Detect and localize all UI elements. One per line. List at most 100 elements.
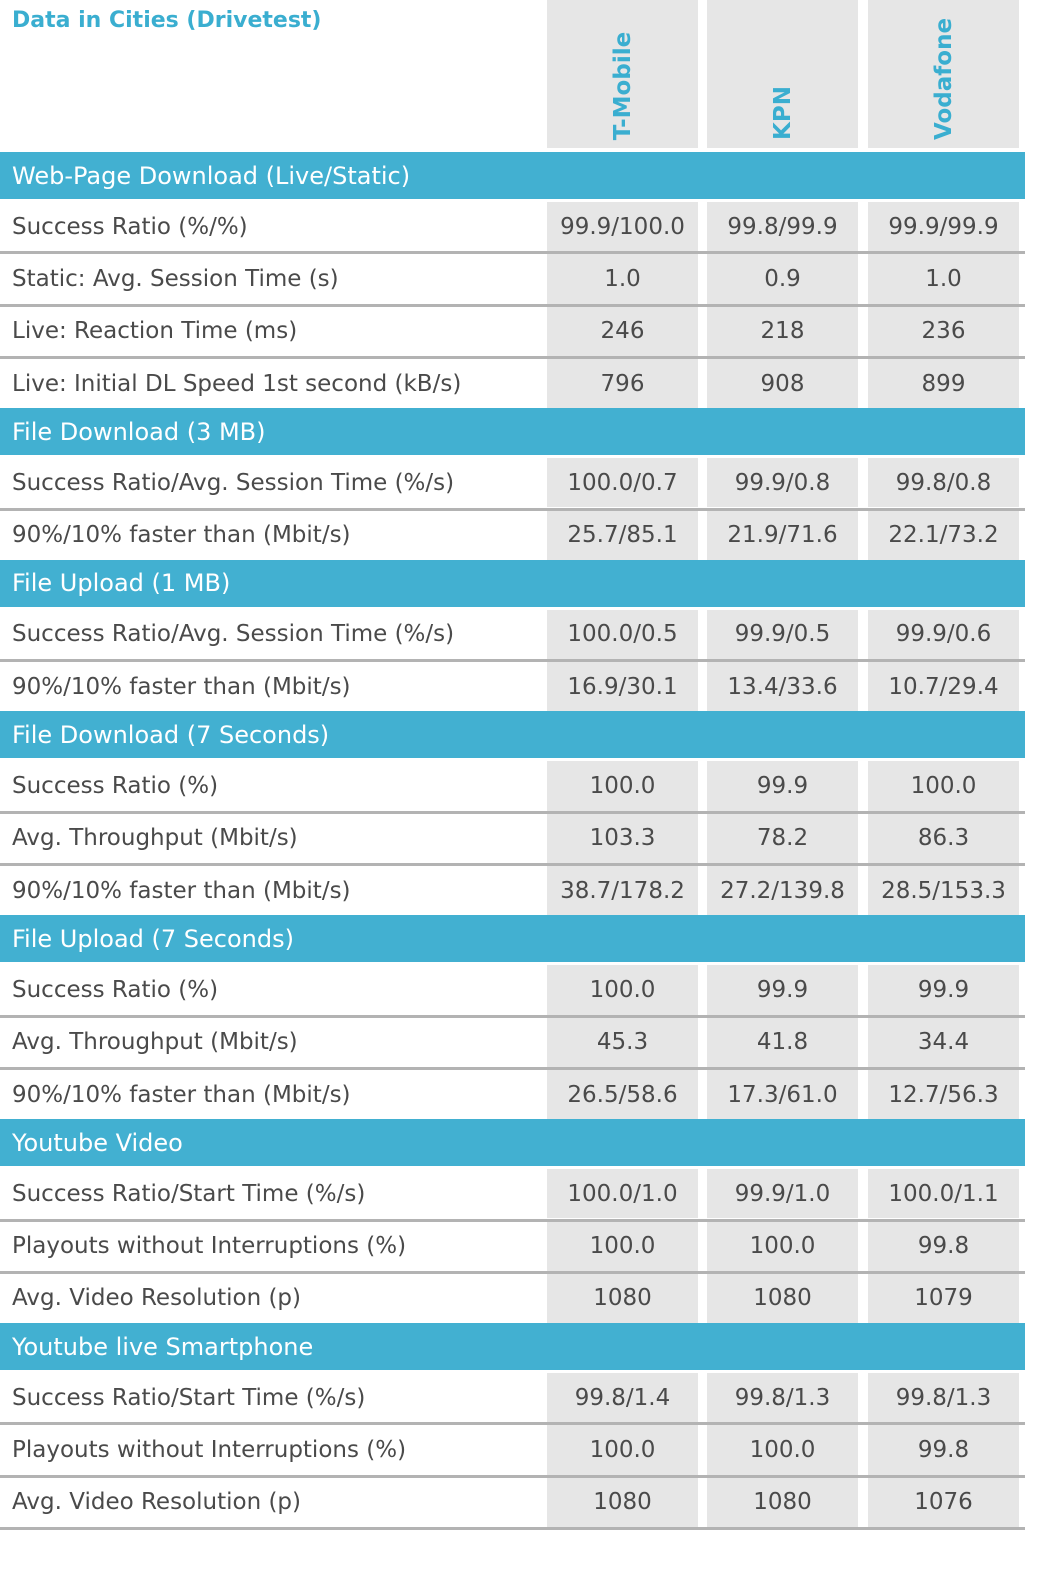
row-separator — [0, 303, 1025, 307]
row-label: Success Ratio (%/%) — [12, 213, 248, 240]
table-row: Playouts without Interruptions (%) — [0, 1425, 1025, 1474]
table-cell-kpn: 99.8/1.3 — [707, 1373, 858, 1423]
row-label: Playouts without Interruptions (%) — [12, 1437, 407, 1464]
row-label: Success Ratio/Avg. Session Time (%/s) — [12, 469, 455, 496]
table-cell-t-mobile: 99.8/1.4 — [547, 1373, 698, 1423]
table-cell-vodafone: 99.8 — [868, 1221, 1019, 1271]
table-cell-vodafone: 1076 — [868, 1477, 1019, 1527]
table-cell-vodafone: 12.7/56.3 — [868, 1069, 1019, 1120]
table-row: Live: Reaction Time (ms) — [0, 307, 1025, 356]
row-label: Success Ratio (%) — [12, 976, 219, 1003]
table-cell-vodafone: 236 — [868, 306, 1019, 356]
row-label: Success Ratio/Avg. Session Time (%/s) — [12, 621, 455, 648]
table-row: Avg. Video Resolution (p) — [0, 1274, 1025, 1323]
table-cell-vodafone: 100.0 — [868, 761, 1019, 811]
table-cell-kpn: 17.3/61.0 — [707, 1069, 858, 1120]
row-label: Live: Initial DL Speed 1st second (kB/s) — [12, 370, 462, 397]
table-cell-kpn: 99.9 — [707, 761, 858, 811]
row-label: Avg. Throughput (Mbit/s) — [12, 1029, 298, 1056]
table-row: Static: Avg. Session Time (s) — [0, 254, 1025, 303]
table-cell-vodafone: 1079 — [868, 1273, 1019, 1324]
table-cell-t-mobile: 103.3 — [547, 813, 698, 863]
table-cell-t-mobile: 25.7/85.1 — [547, 510, 698, 560]
table-cell-kpn: 99.9 — [707, 965, 858, 1015]
table-cell-t-mobile: 100.0/1.0 — [547, 1169, 698, 1219]
table-row: Playouts without Interruptions (%) — [0, 1222, 1025, 1271]
table-cell-vodafone: 99.8 — [868, 1425, 1019, 1475]
column-header-kpn: KPN — [769, 86, 796, 140]
section-header: File Download (7 Seconds) — [0, 711, 1025, 759]
table-cell-vodafone: 1.0 — [868, 254, 1019, 304]
table-cell-vodafone: 99.9 — [868, 965, 1019, 1015]
row-separator — [0, 1014, 1025, 1018]
row-label: 90%/10% faster than (Mbit/s) — [12, 877, 351, 904]
row-label: Live: Reaction Time (ms) — [12, 318, 298, 345]
row-label: Avg. Throughput (Mbit/s) — [12, 825, 298, 852]
section-header: File Upload (7 Seconds) — [0, 915, 1025, 963]
table-cell-t-mobile: 100.0/0.5 — [547, 609, 698, 660]
table-cell-t-mobile: 1080 — [547, 1477, 698, 1527]
table-cell-t-mobile: 16.9/30.1 — [547, 662, 698, 712]
column-header-vodafone: Vodafone — [930, 17, 957, 141]
table-cell-kpn: 13.4/33.6 — [707, 662, 858, 712]
table-row: Avg. Video Resolution (p) — [0, 1478, 1025, 1527]
table-cell-vodafone: 99.8/1.3 — [868, 1373, 1019, 1423]
table-cell-t-mobile: 99.9/100.0 — [547, 202, 698, 252]
table-cell-kpn: 99.9/1.0 — [707, 1169, 858, 1219]
table-cell-t-mobile: 1.0 — [547, 254, 698, 304]
row-label: 90%/10% faster than (Mbit/s) — [12, 673, 351, 700]
table-cell-t-mobile: 45.3 — [547, 1017, 698, 1067]
column-header-t-mobile: T-Mobile — [609, 31, 636, 141]
row-separator — [0, 810, 1025, 814]
table-row: Success Ratio/Avg. Session Time (%/s) — [0, 610, 1025, 659]
row-label: Playouts without Interruptions (%) — [12, 1233, 407, 1260]
table-cell-t-mobile: 100.0/0.7 — [547, 458, 698, 508]
row-label: Static: Avg. Session Time (s) — [12, 265, 339, 292]
row-separator — [0, 1422, 1025, 1426]
table-row: 90%/10% faster than (Mbit/s) — [0, 866, 1025, 915]
row-separator — [0, 863, 1025, 866]
table-cell-vodafone: 99.8/0.8 — [868, 458, 1019, 508]
table-cell-vodafone: 100.0/1.1 — [868, 1169, 1019, 1219]
table-row: Success Ratio/Avg. Session Time (%/s) — [0, 458, 1025, 507]
row-label: Avg. Video Resolution (p) — [12, 1285, 302, 1312]
table-cell-t-mobile: 1080 — [547, 1273, 698, 1324]
table-cell-kpn: 99.9/0.8 — [707, 458, 858, 508]
section-header: Youtube live Smartphone — [0, 1323, 1025, 1371]
row-separator — [0, 251, 1025, 255]
row-separator — [0, 1270, 1025, 1274]
table-cell-t-mobile: 100.0 — [547, 1425, 698, 1475]
column-header-bg — [868, 0, 1019, 148]
table-row: Success Ratio/Start Time (%/s) — [0, 1373, 1025, 1422]
section-header: File Download (3 MB) — [0, 408, 1025, 456]
table-cell-vodafone: 99.9/0.6 — [868, 609, 1019, 660]
row-separator — [0, 1066, 1025, 1070]
table-cell-vodafone: 28.5/153.3 — [868, 866, 1019, 916]
table-cell-kpn: 100.0 — [707, 1221, 858, 1271]
section-header: Youtube Video — [0, 1119, 1025, 1167]
table-cell-kpn: 27.2/139.8 — [707, 866, 858, 916]
table-row: Success Ratio (%/%) — [0, 202, 1025, 251]
table-row: Live: Initial DL Speed 1st second (kB/s) — [0, 359, 1025, 408]
table-row: Success Ratio/Start Time (%/s) — [0, 1169, 1025, 1218]
table-cell-kpn: 908 — [707, 358, 858, 409]
table-cell-kpn: 21.9/71.6 — [707, 510, 858, 560]
table-cell-t-mobile: 796 — [547, 358, 698, 409]
table-cell-t-mobile: 100.0 — [547, 965, 698, 1015]
table-cell-t-mobile: 26.5/58.6 — [547, 1069, 698, 1120]
row-label: 90%/10% faster than (Mbit/s) — [12, 1081, 351, 1108]
table-cell-kpn: 100.0 — [707, 1425, 858, 1475]
table-row: Avg. Throughput (Mbit/s) — [0, 814, 1025, 863]
table-cell-t-mobile: 38.7/178.2 — [547, 866, 698, 916]
table-cell-kpn: 78.2 — [707, 813, 858, 863]
table-cell-kpn: 41.8 — [707, 1017, 858, 1067]
table-row: Avg. Throughput (Mbit/s) — [0, 1018, 1025, 1067]
table-cell-kpn: 99.9/0.5 — [707, 609, 858, 660]
table-row: Success Ratio (%) — [0, 965, 1025, 1014]
row-separator — [0, 1474, 1025, 1478]
row-separator — [0, 659, 1025, 663]
column-header-bg — [547, 0, 698, 148]
row-separator — [0, 355, 1025, 359]
column-header-bg — [707, 0, 858, 148]
